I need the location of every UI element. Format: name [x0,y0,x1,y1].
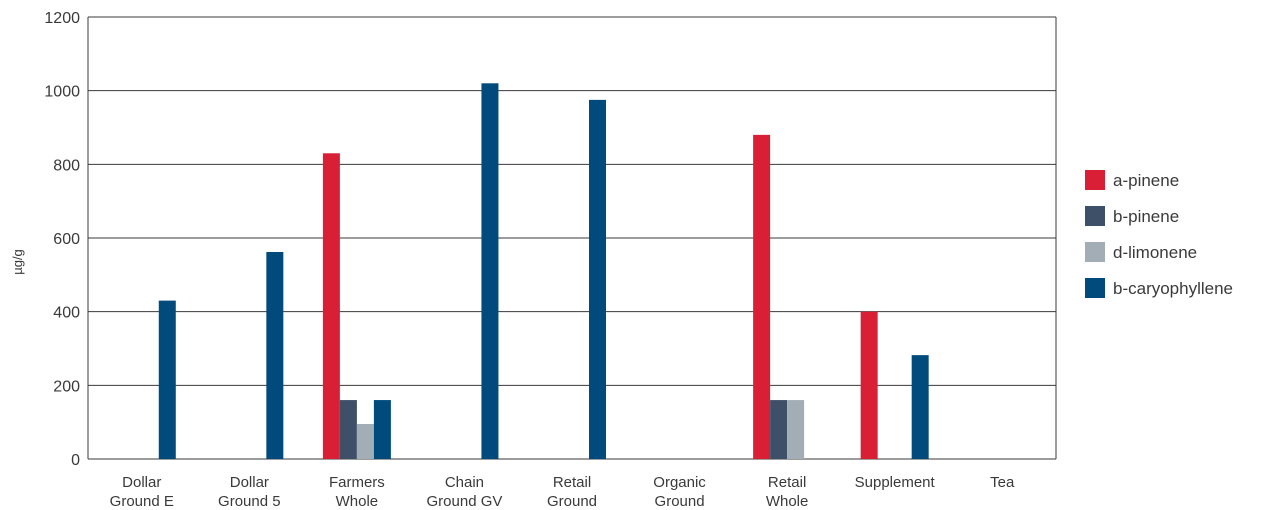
y-tick-label: 800 [53,157,80,174]
y-tick-labels: 0 200 400 600 800 1000 1200 [44,10,80,469]
x-category-label: Ground E [110,493,174,510]
x-category-label: Whole [336,493,379,510]
bar-b-caryophyllene [589,99,606,459]
x-category-label: Organic [653,474,706,491]
x-category-label: Supplement [855,474,936,491]
legend-label: d-limonene [1113,243,1197,262]
y-tick-label: 600 [53,231,80,248]
legend-label: b-caryophyllene [1113,279,1233,298]
bars [158,83,929,460]
bar-b-caryophyllene [158,300,176,459]
x-category-label: Ground [655,493,705,510]
bar-b-caryophyllene [911,355,929,459]
x-category-label: Farmers [329,474,385,491]
x-category-label: Dollar [230,474,269,491]
x-category-label: Ground [547,493,597,510]
x-category-label: Retail [553,474,591,491]
bar-b-pinene [770,400,788,459]
y-tick-label: 0 [71,452,80,469]
gridlines [87,16,1057,460]
y-tick-label: 1200 [44,10,80,27]
x-category-label: Chain [445,474,484,491]
bar-b-caryophyllene [373,400,391,459]
bar-b-pinene [339,400,357,459]
x-category-labels: Dollar Ground E Dollar Ground 5 Farmers Whole… [110,474,1015,510]
bar-a-pinene [753,134,771,459]
bar-d-limonene [787,400,805,459]
bar-a-pinene [322,153,340,460]
bar-b-caryophyllene [481,83,499,460]
y-axis-label: µg/g [10,249,25,275]
x-category-label: Retail [768,474,806,491]
bar-d-limonene [356,424,374,459]
legend: a-pinene b-pinene d-limonene b-caryophyllen… [1085,170,1233,298]
legend-swatch [1085,242,1105,262]
x-category-label: Dollar [122,474,161,491]
legend-label: a-pinene [1113,171,1179,190]
x-category-label: Tea [990,474,1015,491]
bar-a-pinene [860,311,878,459]
legend-label: b-pinene [1113,207,1179,226]
x-category-label: Whole [766,493,809,510]
x-category-label: Ground 5 [218,493,281,510]
y-tick-label: 1000 [44,84,80,101]
legend-swatch [1085,206,1105,226]
legend-swatch [1085,170,1105,190]
x-category-label: Ground GV [427,493,503,510]
legend-swatch [1085,278,1105,298]
y-tick-label: 400 [53,305,80,322]
bar-b-caryophyllene [266,251,284,459]
y-tick-label: 200 [53,378,80,395]
